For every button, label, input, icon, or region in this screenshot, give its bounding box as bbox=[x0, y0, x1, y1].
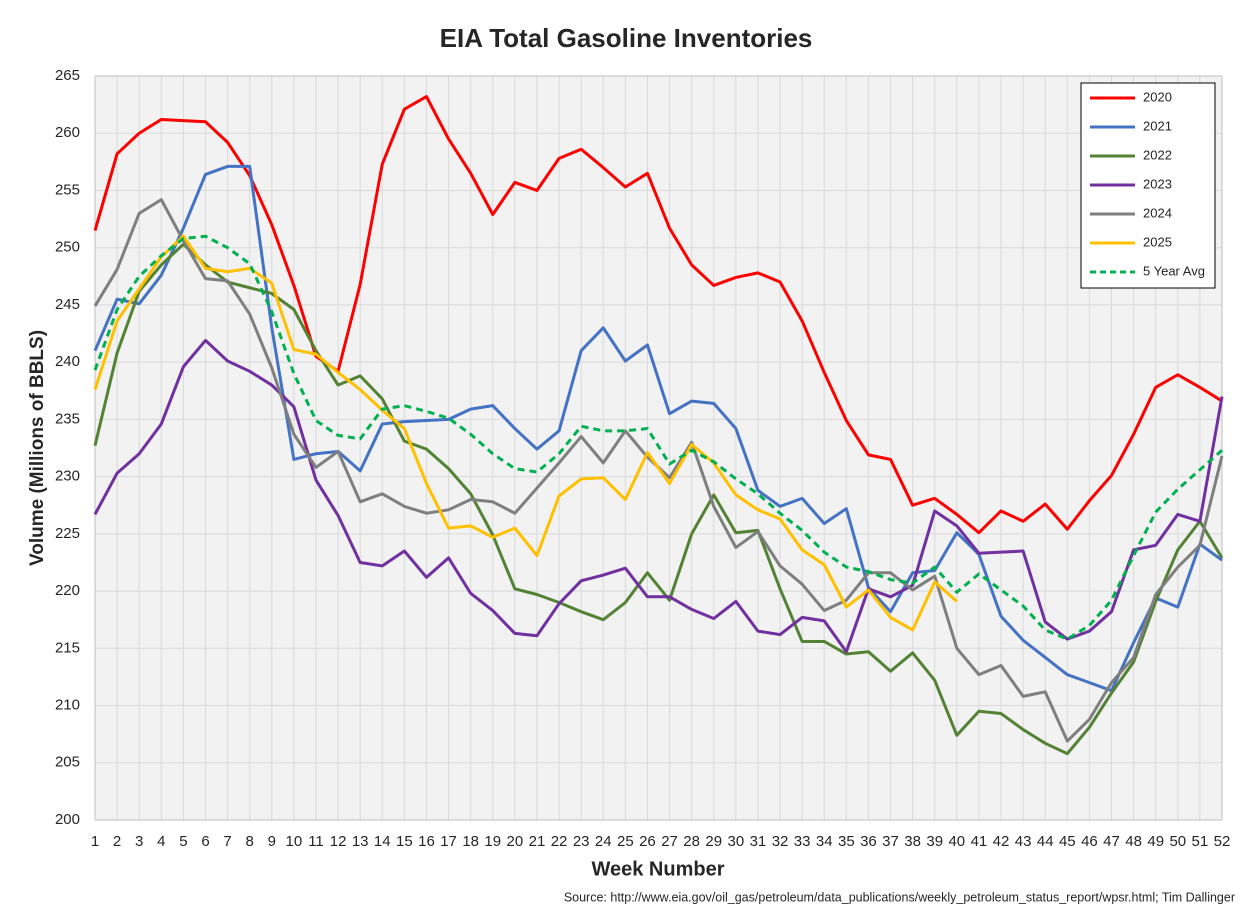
y-tick-label: 225 bbox=[55, 525, 80, 542]
x-tick-label: 2 bbox=[113, 833, 121, 850]
x-tick-label: 28 bbox=[683, 833, 700, 850]
x-tick-label: 40 bbox=[948, 833, 965, 850]
x-tick-label: 8 bbox=[246, 833, 254, 850]
series-line bbox=[93, 242, 1224, 756]
legend-label: 5 Year Avg bbox=[1143, 263, 1205, 278]
legend-label: 2025 bbox=[1143, 234, 1172, 249]
legend-label: 2023 bbox=[1143, 176, 1172, 191]
x-tick-label: 36 bbox=[860, 833, 877, 850]
y-tick-label: 265 bbox=[55, 67, 80, 84]
x-tick-label: 46 bbox=[1081, 833, 1098, 850]
x-tick-label: 30 bbox=[727, 833, 744, 850]
y-tick-label: 215 bbox=[55, 639, 80, 656]
x-tick-label: 35 bbox=[838, 833, 855, 850]
y-tick-label: 245 bbox=[55, 296, 80, 313]
y-axis-label: Volume (Millions of BBLS) bbox=[27, 330, 48, 566]
x-tick-label: 25 bbox=[617, 833, 634, 850]
x-tick-label: 12 bbox=[330, 833, 347, 850]
x-tick-label: 24 bbox=[595, 833, 612, 850]
legend-label: 2020 bbox=[1143, 89, 1172, 104]
x-tick-label: 20 bbox=[507, 833, 524, 850]
x-tick-label: 13 bbox=[352, 833, 369, 850]
x-tick-label: 23 bbox=[573, 833, 590, 850]
x-tick-label: 48 bbox=[1125, 833, 1142, 850]
y-tick-label: 250 bbox=[55, 239, 80, 256]
y-tick-label: 255 bbox=[55, 181, 80, 198]
y-tick-label: 230 bbox=[55, 468, 80, 485]
x-tick-label: 5 bbox=[179, 833, 187, 850]
x-tick-label: 9 bbox=[268, 833, 276, 850]
series-line bbox=[93, 234, 958, 632]
x-tick-label: 22 bbox=[551, 833, 568, 850]
series-line bbox=[93, 234, 1223, 641]
x-tick-label: 7 bbox=[223, 833, 231, 850]
chart-title: EIA Total Gasoline Inventories bbox=[440, 23, 813, 53]
x-tick-label: 47 bbox=[1103, 833, 1120, 850]
x-tick-label: 37 bbox=[882, 833, 899, 850]
y-tick-label: 200 bbox=[55, 811, 80, 828]
x-tick-label: 33 bbox=[794, 833, 811, 850]
x-tick-label: 1 bbox=[91, 833, 99, 850]
x-tick-label: 29 bbox=[705, 833, 722, 850]
source-note: Source: http://www.eia.gov/oil_gas/petro… bbox=[564, 890, 1235, 904]
y-tick-label: 235 bbox=[55, 410, 80, 427]
x-tick-label: 14 bbox=[374, 833, 391, 850]
legend-label: 2022 bbox=[1143, 147, 1172, 162]
x-tick-label: 42 bbox=[993, 833, 1010, 850]
x-tick-label: 34 bbox=[816, 833, 833, 850]
legend-label: 2021 bbox=[1143, 118, 1172, 133]
y-tick-label: 205 bbox=[55, 754, 80, 771]
x-tick-label: 18 bbox=[462, 833, 479, 850]
x-tick-label: 10 bbox=[286, 833, 303, 850]
x-tick-label: 39 bbox=[926, 833, 943, 850]
x-tick-label: 38 bbox=[904, 833, 921, 850]
x-tick-label: 44 bbox=[1037, 833, 1054, 850]
x-axis-label: Week Number bbox=[591, 858, 724, 880]
legend-label: 2024 bbox=[1143, 205, 1172, 220]
x-tick-label: 43 bbox=[1015, 833, 1032, 850]
y-tick-label: 240 bbox=[55, 353, 80, 370]
x-tick-label: 17 bbox=[440, 833, 457, 850]
x-tick-label: 15 bbox=[396, 833, 413, 850]
x-tick-label: 50 bbox=[1169, 833, 1186, 850]
series-line bbox=[93, 338, 1224, 654]
series-line bbox=[93, 164, 1223, 693]
x-tick-label: 21 bbox=[529, 833, 546, 850]
x-tick-label: 11 bbox=[308, 833, 324, 850]
x-tick-label: 16 bbox=[418, 833, 435, 850]
x-tick-label: 45 bbox=[1059, 833, 1076, 850]
x-tick-label: 6 bbox=[201, 833, 209, 850]
y-tick-label: 220 bbox=[55, 582, 80, 599]
x-tick-label: 49 bbox=[1147, 833, 1164, 850]
y-tick-label: 260 bbox=[55, 124, 80, 141]
x-tick-label: 3 bbox=[135, 833, 143, 850]
plot-border bbox=[94, 75, 1223, 821]
x-tick-label: 41 bbox=[971, 833, 988, 850]
x-tick-label: 4 bbox=[157, 833, 165, 850]
y-tick-label: 210 bbox=[55, 697, 80, 714]
series-line bbox=[93, 95, 1223, 535]
x-tick-label: 51 bbox=[1192, 833, 1209, 850]
x-tick-label: 52 bbox=[1214, 833, 1231, 850]
x-tick-label: 32 bbox=[772, 833, 789, 850]
x-tick-label: 27 bbox=[661, 833, 678, 850]
x-tick-label: 19 bbox=[484, 833, 501, 850]
x-tick-label: 26 bbox=[639, 833, 656, 850]
x-tick-label: 31 bbox=[750, 833, 767, 850]
